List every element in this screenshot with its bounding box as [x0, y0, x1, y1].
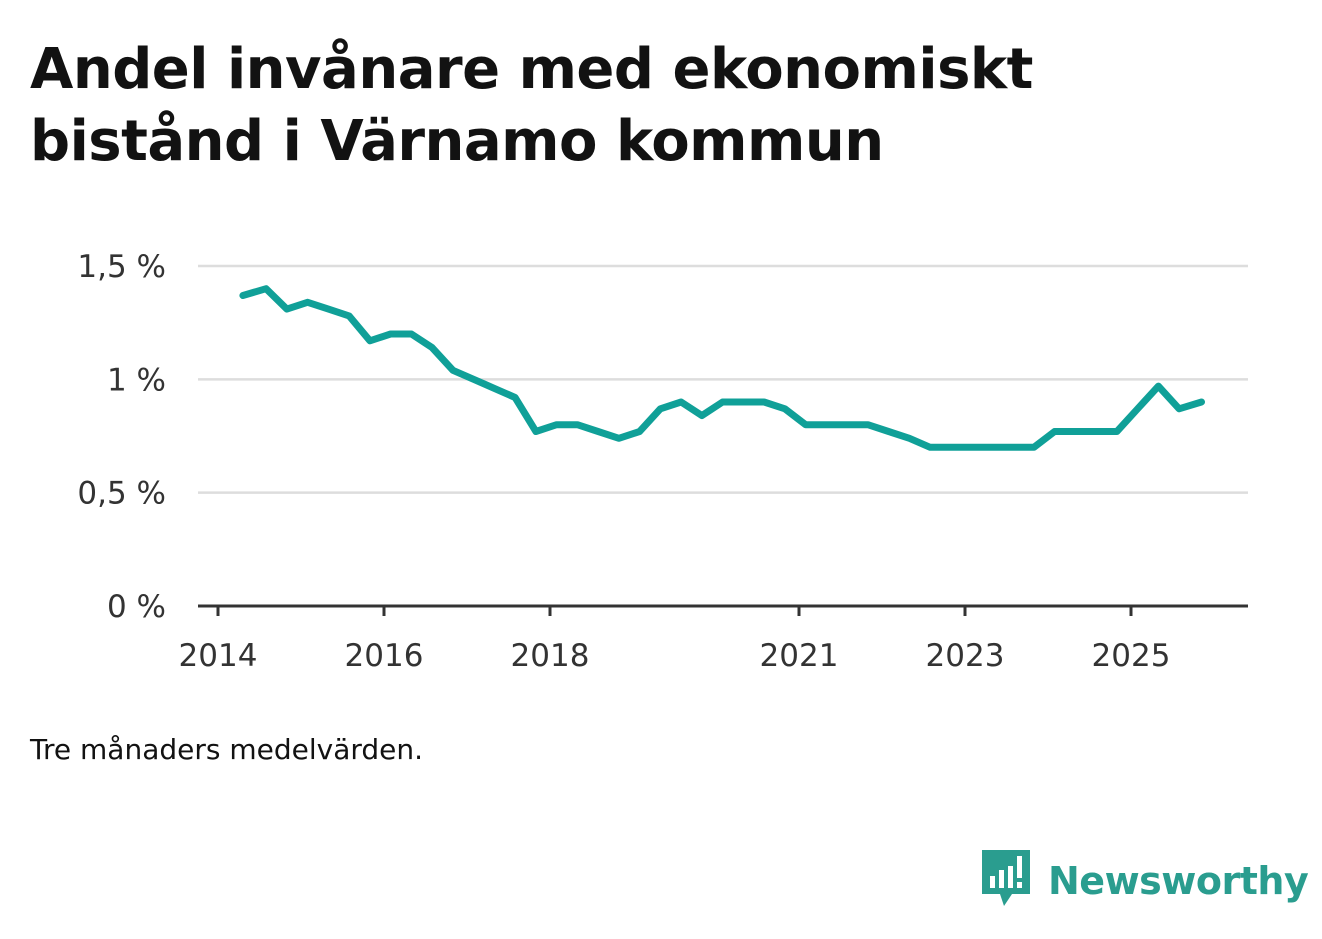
data-point: [449, 367, 456, 374]
data-point: [532, 428, 539, 435]
data-point: [1010, 444, 1017, 451]
chart-title: Andel invånare med ekonomiskt bistånd i …: [30, 37, 1033, 174]
data-point: [761, 399, 768, 406]
y-tick-label: 1 %: [107, 362, 166, 398]
data-point: [366, 337, 373, 344]
data-point: [989, 444, 996, 451]
data-point: [408, 331, 415, 338]
data-point: [491, 385, 498, 392]
data-point: [1176, 405, 1183, 412]
grid-lines: [198, 264, 1248, 494]
data-point: [429, 344, 436, 351]
x-tick-label: 2025: [1092, 638, 1171, 674]
data-point: [1072, 428, 1079, 435]
data-point: [1198, 399, 1205, 406]
data-points: [239, 285, 1205, 451]
x-axis-ticks: [216, 606, 1133, 616]
data-point: [512, 394, 519, 401]
data-point: [906, 435, 913, 442]
x-axis-tick-labels: 2014 2016 2018 2021 2023 2025: [179, 638, 1171, 674]
data-point: [387, 331, 394, 338]
data-point: [470, 376, 477, 383]
newsworthy-logo-icon: [980, 848, 1032, 913]
data-point: [678, 399, 685, 406]
chart-note: Tre månaders medelvärden.: [30, 733, 424, 766]
data-point: [283, 306, 290, 313]
data-point: [574, 421, 581, 428]
data-point: [1051, 428, 1058, 435]
data-point: [263, 285, 270, 292]
data-point: [864, 421, 871, 428]
data-point: [1155, 383, 1162, 390]
x-tick-label: 2014: [179, 638, 258, 674]
data-point: [823, 421, 830, 428]
data-point: [802, 421, 809, 428]
brand-name: Newsworthy: [1048, 858, 1309, 903]
data-point: [1134, 405, 1141, 412]
data-point: [325, 306, 332, 313]
data-point: [553, 421, 560, 428]
data-point: [304, 299, 311, 306]
data-point: [719, 399, 726, 406]
data-point: [968, 444, 975, 451]
data-point: [698, 412, 705, 419]
data-point: [740, 399, 747, 406]
x-tick-label: 2018: [511, 638, 590, 674]
y-tick-label: 0 %: [107, 589, 166, 625]
data-point: [657, 405, 664, 412]
x-tick-label: 2016: [345, 638, 424, 674]
data-point: [1030, 444, 1037, 451]
x-tick-label: 2023: [926, 638, 1005, 674]
data-point: [239, 292, 246, 299]
y-tick-label: 1,5 %: [77, 249, 166, 285]
data-point: [1113, 428, 1120, 435]
data-point: [927, 444, 934, 451]
y-axis-tick-labels: 0 % 0,5 % 1 % 1,5 %: [77, 249, 166, 625]
x-tick-label: 2021: [760, 638, 839, 674]
data-point: [1093, 428, 1100, 435]
brand-logo: Newsworthy: [980, 848, 1309, 913]
y-tick-label: 0,5 %: [77, 476, 166, 512]
data-point: [595, 428, 602, 435]
data-point: [885, 428, 892, 435]
series-line: [239, 285, 1205, 451]
data-point: [947, 444, 954, 451]
data-point: [346, 312, 353, 319]
data-point: [636, 428, 643, 435]
line-chart: 0 % 0,5 % 1 % 1,5 % 2014 2016 2018 2021 2023 202…: [77, 249, 1248, 674]
data-point: [781, 405, 788, 412]
data-point: [615, 435, 622, 442]
data-point: [844, 421, 851, 428]
